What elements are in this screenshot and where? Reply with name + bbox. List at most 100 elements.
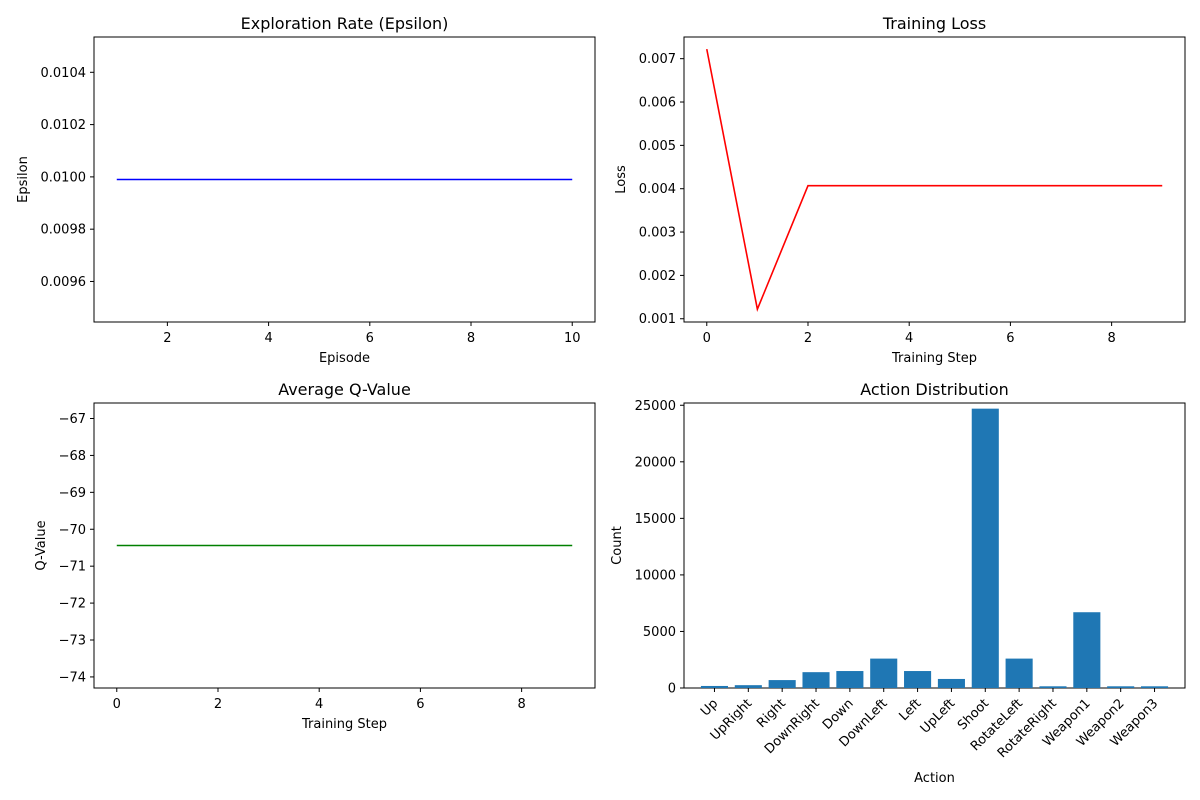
data-point xyxy=(116,179,118,181)
chart-2: Training Loss 0.001 0.002 0.003 0.004 0.005 0.… xyxy=(614,14,1186,366)
data-point xyxy=(521,545,523,547)
axes-frame xyxy=(683,402,1186,689)
series-line xyxy=(705,48,1163,312)
data-point xyxy=(167,545,169,547)
y-tick-label: 0.003 xyxy=(639,226,676,241)
x-tick-label: 6 xyxy=(366,331,374,346)
x-tick-label: 8 xyxy=(1107,331,1115,346)
y-tick-label: 0.005 xyxy=(639,139,676,154)
bar-UpRight xyxy=(734,685,762,688)
data-point xyxy=(318,179,320,181)
x-tick-label: UpLeft xyxy=(918,696,958,736)
x-tick-label: 4 xyxy=(264,331,272,346)
data-point xyxy=(1060,185,1062,187)
bar-Right xyxy=(768,680,796,688)
data-point xyxy=(369,179,371,181)
y-tick-label: 5000 xyxy=(643,625,676,640)
bar-Weapon3 xyxy=(1140,686,1169,688)
y-tick-label: −73 xyxy=(59,634,86,649)
x-tick-label: 0 xyxy=(113,697,121,712)
data-point xyxy=(318,545,320,547)
y-tick-label: 0.006 xyxy=(639,96,676,111)
y-tick-label: −67 xyxy=(59,412,86,427)
data-point xyxy=(268,545,270,547)
y-tick-label: 10000 xyxy=(635,568,676,583)
y-axis-label: Loss xyxy=(614,165,629,194)
y-tick-label: 0.0096 xyxy=(41,275,87,290)
data-point xyxy=(571,179,573,181)
x-axis-label: Action xyxy=(914,771,955,786)
y-tick-label: 0.001 xyxy=(639,312,676,327)
bar-Down xyxy=(836,671,864,688)
data-point xyxy=(217,179,219,181)
x-tick-label: Up xyxy=(698,696,721,719)
x-tick-label: 2 xyxy=(804,331,812,346)
y-tick-label: −71 xyxy=(59,560,86,575)
y-tick-label: 0.0098 xyxy=(41,223,87,238)
data-point xyxy=(167,179,169,181)
x-tick-label: Left xyxy=(896,696,924,724)
data-point xyxy=(470,545,472,547)
x-tick-label: 8 xyxy=(467,331,475,346)
x-tick-label: 4 xyxy=(315,697,323,712)
chart-title: Action Distribution xyxy=(860,380,1009,399)
data-point xyxy=(858,185,860,187)
data-point xyxy=(521,179,523,181)
y-tick-label: 0.004 xyxy=(639,182,676,197)
chart-title: Average Q-Value xyxy=(278,380,411,399)
bar-RotateLeft xyxy=(1005,658,1033,688)
y-tick-label: −68 xyxy=(59,449,86,464)
bar-Weapon2 xyxy=(1107,686,1135,688)
y-tick-label: 0.0102 xyxy=(41,118,87,133)
y-axis-label: Count xyxy=(610,526,625,565)
axes-frame xyxy=(683,36,1186,323)
x-tick-label: 2 xyxy=(214,697,222,712)
data-point xyxy=(470,179,472,181)
data-point xyxy=(1111,185,1113,187)
axes-frame xyxy=(93,36,596,323)
chart-title: Training Loss xyxy=(882,14,986,33)
x-axis-label: Training Step xyxy=(891,351,977,366)
data-point xyxy=(420,179,422,181)
data-point xyxy=(908,185,910,187)
bar-DownLeft xyxy=(870,658,898,688)
y-tick-label: 15000 xyxy=(635,512,676,527)
data-point xyxy=(1161,185,1163,187)
bar-DownRight xyxy=(802,672,830,688)
x-tick-label: 6 xyxy=(416,697,424,712)
x-tick-label: 10 xyxy=(564,331,581,346)
y-tick-label: −74 xyxy=(59,670,86,685)
data-point xyxy=(757,308,759,310)
bar-RotateRight xyxy=(1039,686,1067,688)
data-point xyxy=(571,545,573,547)
chart-3: Average Q-Value −74 −73 −72 −71 −70 −69 −68 −67 0… xyxy=(34,380,596,732)
y-axis-label: Epsilon xyxy=(16,156,31,203)
x-tick-label: 8 xyxy=(517,697,525,712)
bar-UpLeft xyxy=(937,678,965,688)
data-point xyxy=(369,545,371,547)
data-point xyxy=(1010,185,1012,187)
y-tick-label: −70 xyxy=(59,523,86,538)
data-point xyxy=(268,179,270,181)
x-tick-label: 4 xyxy=(905,331,913,346)
x-tick-label: 0 xyxy=(703,331,711,346)
chart-title: Exploration Rate (Epsilon) xyxy=(241,14,449,33)
data-point xyxy=(217,545,219,547)
y-tick-label: 25000 xyxy=(635,399,676,414)
bar-Up xyxy=(700,685,729,688)
chart-1: Exploration Rate (Epsilon) 0.0096 0.0098 0.… xyxy=(16,14,596,366)
data-point xyxy=(420,545,422,547)
y-axis-label: Q-Value xyxy=(34,520,49,570)
y-tick-label: 0 xyxy=(668,682,676,697)
data-point xyxy=(807,185,809,187)
data-point xyxy=(959,185,961,187)
y-tick-label: −69 xyxy=(59,486,86,501)
data-point xyxy=(706,48,708,50)
y-tick-label: −72 xyxy=(59,597,86,612)
x-axis-label: Training Step xyxy=(301,717,387,732)
y-tick-label: 0.0104 xyxy=(41,66,87,81)
chart-4: Action Distribution 0 5000 10000 15000 20000 2… xyxy=(610,380,1186,786)
y-tick-label: 0.0100 xyxy=(41,170,87,185)
x-tick-label: 6 xyxy=(1006,331,1014,346)
